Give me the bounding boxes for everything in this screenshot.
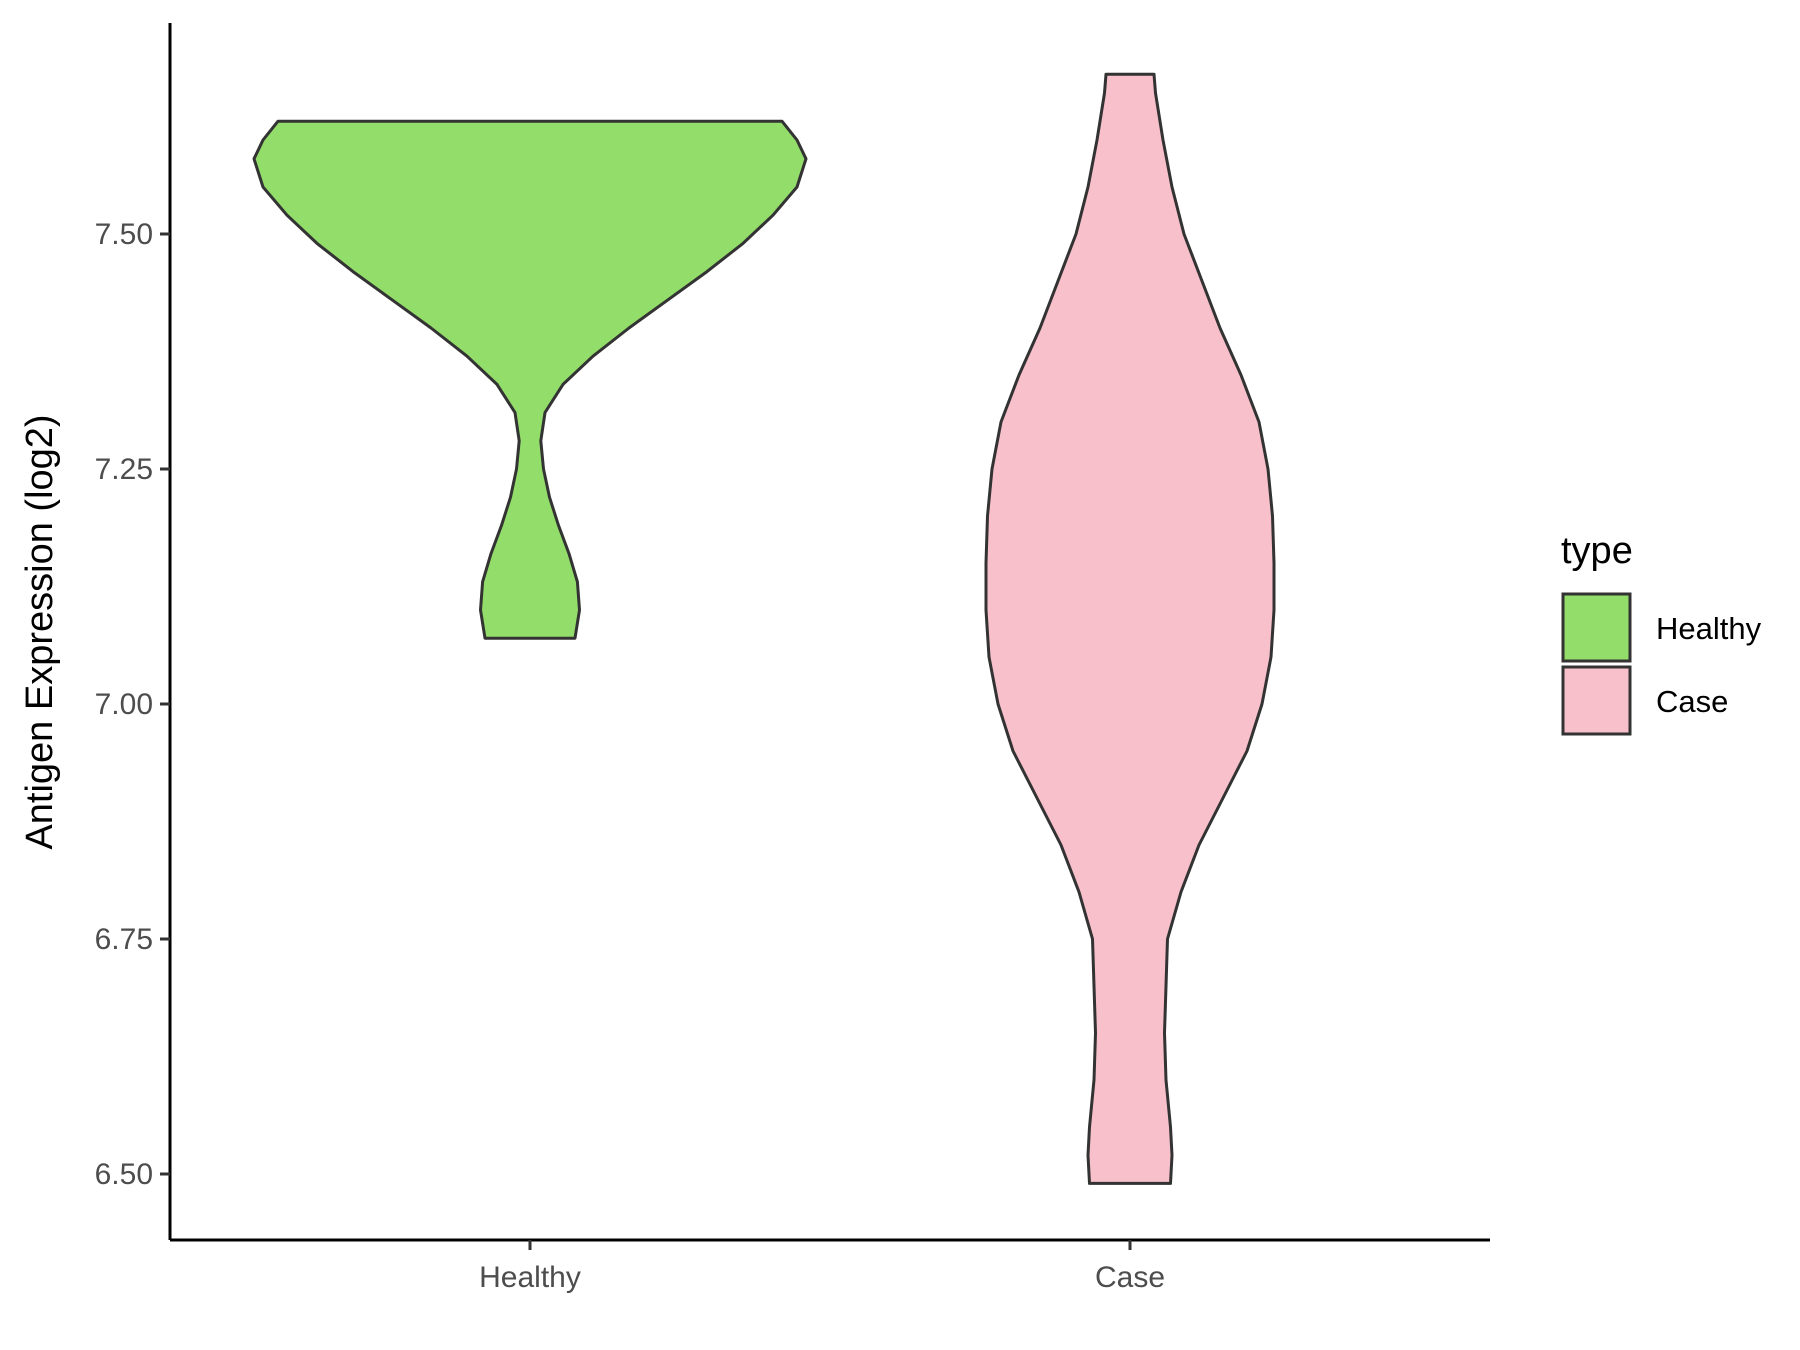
y-axis-title: Antigen Expression (log2) — [19, 414, 61, 849]
legend-key-healthy — [1561, 592, 1632, 663]
legend-label-healthy: Healthy — [1656, 611, 1762, 646]
legend-title: type — [1561, 530, 1633, 572]
y-tick-label: 7.50 — [95, 218, 153, 251]
violin-healthy — [252, 119, 808, 640]
y-ticks: 6.50 6.75 7.00 7.25 7.50 — [95, 218, 170, 1191]
legend-key-case — [1561, 665, 1632, 736]
x-ticks: Healthy Case — [479, 1240, 1165, 1294]
y-tick-label: 7.00 — [95, 688, 153, 721]
x-tick-label: Healthy — [479, 1261, 581, 1294]
x-tick-label: Case — [1095, 1261, 1165, 1294]
axes — [168, 23, 1490, 1242]
legend-entries: Healthy Case — [1561, 592, 1762, 736]
legend: type Healthy Case — [1561, 530, 1762, 736]
y-tick-label: 7.25 — [95, 453, 153, 486]
violin-layer — [252, 72, 1276, 1185]
y-tick-label: 6.50 — [95, 1158, 153, 1191]
legend-label-case: Case — [1656, 684, 1728, 719]
violin-case — [984, 72, 1276, 1185]
y-tick-label: 6.75 — [95, 923, 153, 956]
